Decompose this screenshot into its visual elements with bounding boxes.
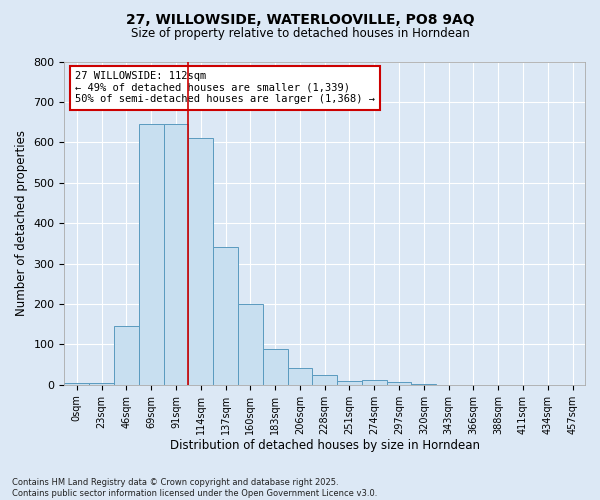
Bar	[412, 384, 436, 385]
Bar	[213, 248, 238, 385]
Bar	[337, 381, 362, 385]
Bar	[386, 382, 412, 385]
Bar	[238, 304, 263, 385]
Bar	[114, 326, 139, 385]
Y-axis label: Number of detached properties: Number of detached properties	[15, 130, 28, 316]
Bar	[263, 350, 287, 385]
Bar	[139, 124, 164, 385]
Bar	[313, 374, 337, 385]
Bar	[89, 383, 114, 385]
Bar	[64, 383, 89, 385]
Text: Size of property relative to detached houses in Horndean: Size of property relative to detached ho…	[131, 28, 469, 40]
Bar	[362, 380, 386, 385]
Text: 27, WILLOWSIDE, WATERLOOVILLE, PO8 9AQ: 27, WILLOWSIDE, WATERLOOVILLE, PO8 9AQ	[125, 12, 475, 26]
Bar	[164, 124, 188, 385]
X-axis label: Distribution of detached houses by size in Horndean: Distribution of detached houses by size …	[170, 440, 480, 452]
Bar	[287, 368, 313, 385]
Bar	[188, 138, 213, 385]
Text: 27 WILLOWSIDE: 112sqm
← 49% of detached houses are smaller (1,339)
50% of semi-d: 27 WILLOWSIDE: 112sqm ← 49% of detached …	[75, 71, 375, 104]
Text: Contains HM Land Registry data © Crown copyright and database right 2025.
Contai: Contains HM Land Registry data © Crown c…	[12, 478, 377, 498]
